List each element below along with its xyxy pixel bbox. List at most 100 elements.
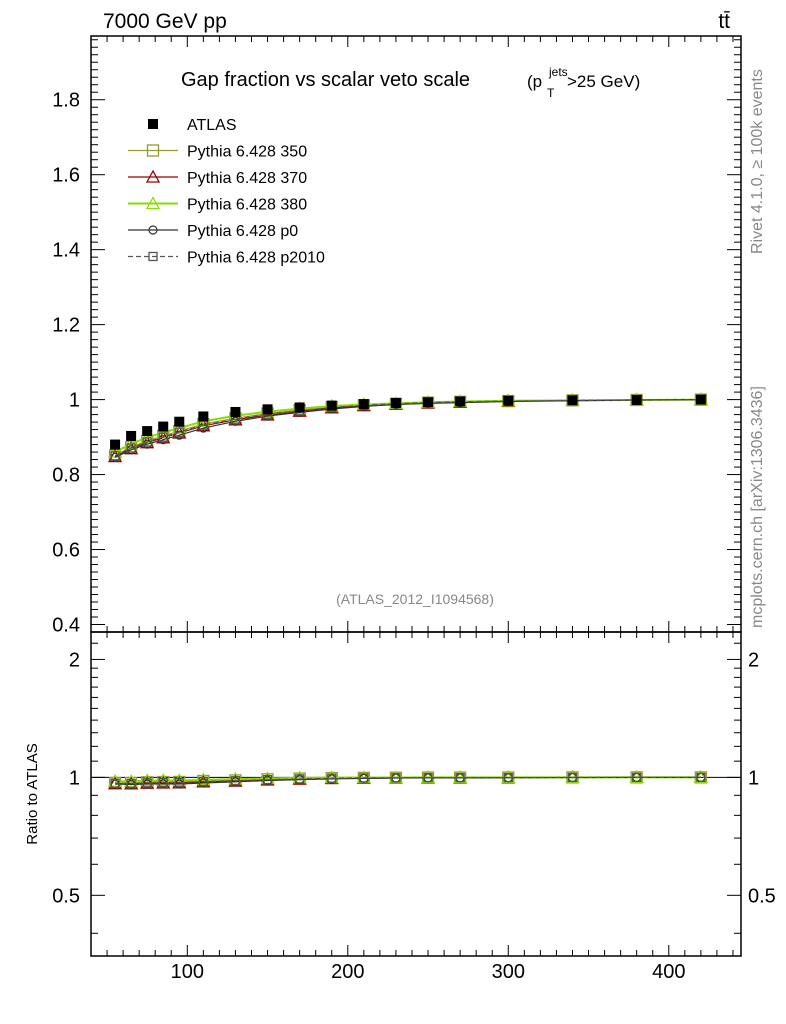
ratio-point-pythia-6-428-380 <box>196 772 211 786</box>
mcplots-label: mcplots.cern.ch [arXiv:1306.3436] <box>749 386 766 628</box>
point-atlas <box>423 397 434 408</box>
process-label: tt̄ <box>718 10 730 33</box>
ratio-point-pythia-6-428-p2010 <box>567 772 578 783</box>
point-atlas <box>142 426 153 437</box>
ratio-tick-label-right: 1 <box>748 767 759 789</box>
energy-label: 7000 GeV pp <box>103 10 227 33</box>
point-pythia-6-428-p2010 <box>174 427 184 437</box>
ratio-point-pythia-6-428-380 <box>124 774 139 788</box>
series-line-pythia-6-428-350 <box>114 398 701 456</box>
point-atlas <box>503 395 514 406</box>
legend-marker <box>148 225 158 235</box>
legend-marker <box>146 144 160 157</box>
point-atlas <box>567 395 578 406</box>
y-tick-label: 1.8 <box>52 90 80 112</box>
title-cut-base: (p <box>527 72 542 91</box>
legend-entry-pythia-6-428-p0: Pythia 6.428 p0 <box>128 223 298 240</box>
title-cut-tail: >25 GeV) <box>567 72 640 91</box>
point-pythia-6-428-p2010 <box>158 432 168 442</box>
legend: ATLAS Pythia 6.428 350 Pythia 6.428 370 Pyt… <box>128 117 325 267</box>
ratio-point-pythia-6-428-p2010 <box>391 773 401 783</box>
main-series-group <box>107 392 708 463</box>
ratio-tick-label: 0.5 <box>52 885 80 907</box>
point-atlas <box>158 421 169 432</box>
legend-entry-pythia-6-428-370: Pythia 6.428 370 <box>128 169 307 187</box>
ratio-point-pythia-6-428-p2010 <box>632 772 642 783</box>
legend-label: Pythia 6.428 p2010 <box>187 250 325 267</box>
legend-label: Pythia 6.428 380 <box>187 197 307 214</box>
x-tick-label: 100 <box>171 961 204 983</box>
legend-marker <box>148 251 158 262</box>
ratio-point-pythia-6-428-380 <box>156 772 171 786</box>
legend-marker <box>145 196 161 210</box>
title-cut-sup: jets <box>548 65 568 79</box>
legend-entry-pythia-6-428-380: Pythia 6.428 380 <box>128 196 307 214</box>
axis-tick-labels: 100 200 300 400 0.4 0.6 0.8 1 1.2 1.4 1.6 1.8 0.5 0.5… <box>52 90 776 983</box>
ratio-point-pythia-6-428-p2010 <box>503 772 513 783</box>
legend-marker <box>148 119 158 129</box>
y-tick-label: 0.8 <box>52 465 80 487</box>
ratio-point-pythia-6-428-p2010 <box>126 778 136 789</box>
y-tick-label: 1.2 <box>52 315 80 337</box>
point-atlas <box>631 394 642 405</box>
ratio-point-pythia-6-428-p2010 <box>327 773 337 783</box>
ratio-point-pythia-6-428-p2010 <box>158 777 168 788</box>
ratio-line-pythia-6-428-p2010 <box>115 776 701 785</box>
point-atlas <box>358 399 369 410</box>
point-atlas <box>695 394 706 405</box>
y-tick-label: 0.6 <box>52 540 80 562</box>
ratio-panel-frame <box>90 631 742 957</box>
ratio-point-pythia-6-428-p2010 <box>423 772 433 783</box>
ratio-point-pythia-6-428-380 <box>501 770 516 784</box>
point-pythia-6-428-p2010 <box>142 437 152 447</box>
ratio-series-group <box>91 770 741 790</box>
legend-marker <box>145 169 161 183</box>
point-atlas <box>326 400 337 411</box>
legend-entry-pythia-6-428-p2010: Pythia 6.428 p2010 <box>128 250 325 267</box>
ratio-point-pythia-6-428-p2010 <box>110 778 120 788</box>
y-tick-label: 0.4 <box>52 615 80 637</box>
ratio-point-pythia-6-428-p2010 <box>696 772 706 783</box>
ratio-point-pythia-6-428-p2010 <box>142 778 152 788</box>
ratio-point-pythia-6-428-p2010 <box>455 772 465 783</box>
point-atlas <box>262 404 273 415</box>
ratio-axis-label: Ratio to ATLAS <box>24 743 41 844</box>
y-tick-label: 1.6 <box>52 165 80 187</box>
ratio-point-pythia-6-428-380 <box>140 773 155 787</box>
ratio-tick-label: 2 <box>69 649 80 671</box>
point-atlas <box>294 402 305 413</box>
x-tick-label: 400 <box>652 961 685 983</box>
point-atlas <box>455 396 466 407</box>
x-tick-label: 300 <box>492 961 525 983</box>
ratio-point-pythia-6-428-380 <box>172 773 187 787</box>
y-tick-label: 1 <box>69 390 80 412</box>
analysis-watermark: (ATLAS_2012_I1094568) <box>336 591 494 607</box>
ratio-tick-label-right: 0.5 <box>748 885 776 907</box>
point-atlas <box>390 397 401 408</box>
ratio-point-pythia-6-428-p2010 <box>198 776 208 787</box>
ratio-point-pythia-6-428-p2010 <box>174 777 184 788</box>
ratio-point-pythia-6-428-p2010 <box>262 775 273 785</box>
point-atlas <box>110 439 121 450</box>
point-atlas <box>198 411 209 422</box>
ratio-point-pythia-6-428-p2010 <box>359 773 369 783</box>
point-pythia-6-428-p2010 <box>110 451 120 461</box>
ratio-point-pythia-6-428-p2010 <box>230 776 241 786</box>
x-tick-label: 200 <box>331 961 364 983</box>
ratio-tick-label: 1 <box>69 767 80 789</box>
point-pythia-6-428-p2010 <box>126 443 136 453</box>
ratio-point-pythia-6-428-p2010 <box>294 774 305 784</box>
chart-title: Gap fraction vs scalar veto scale <box>181 69 470 91</box>
axis-ticks <box>91 36 741 956</box>
y-tick-label: 1.4 <box>52 240 80 262</box>
legend-entry-pythia-6-428-350: Pythia 6.428 350 <box>128 144 307 161</box>
title-cut-sub: T <box>547 86 555 100</box>
point-atlas <box>126 430 137 441</box>
legend-label: Pythia 6.428 350 <box>187 144 307 161</box>
legend-label: Pythia 6.428 370 <box>187 170 307 187</box>
point-atlas <box>230 406 241 417</box>
legend-label: ATLAS <box>187 117 237 134</box>
title-cut-label: (p jets T >25 GeV) <box>527 65 640 100</box>
rivet-version-label: Rivet 4.1.0, ≥ 100k events <box>749 69 766 254</box>
